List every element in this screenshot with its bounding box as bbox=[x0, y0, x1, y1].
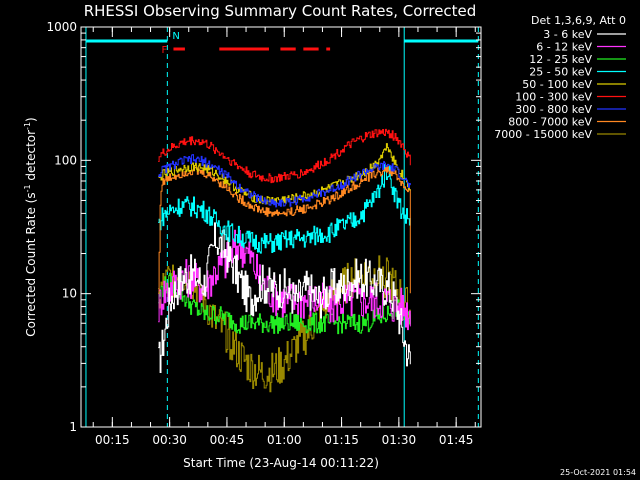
legend-entry-label: 50 - 100 keV bbox=[522, 78, 592, 91]
y-axis-label: Corrected Count Rate (s-1 detector-1) bbox=[23, 117, 38, 336]
y-tick-label: 100 bbox=[54, 153, 77, 167]
y-tick-label: 1000 bbox=[46, 20, 77, 34]
legend-entry-label: 12 - 25 keV bbox=[529, 53, 592, 66]
legend-entry-label: 3 - 6 keV bbox=[543, 28, 592, 41]
x-tick-label: 00:45 bbox=[210, 433, 245, 447]
y-axis-label-mid: detector bbox=[24, 130, 38, 185]
series-line bbox=[158, 272, 411, 335]
series-line bbox=[158, 165, 411, 294]
series-line bbox=[158, 229, 411, 331]
y-axis-label-sup1: -1 bbox=[23, 184, 32, 192]
legend-entry-label: 300 - 800 keV bbox=[515, 103, 592, 116]
series-line bbox=[158, 128, 411, 184]
x-tick-label: 01:15 bbox=[324, 433, 359, 447]
y-axis-label-start: Corrected Count Rate (s bbox=[24, 192, 38, 336]
series-line bbox=[158, 154, 411, 208]
legend-entry-label: 7000 - 15000 keV bbox=[494, 128, 592, 141]
y-axis-label-sup2: -1 bbox=[23, 122, 32, 130]
night-flag-label: N bbox=[172, 31, 179, 42]
x-tick-label: 01:00 bbox=[267, 433, 302, 447]
flare-flag-label: F bbox=[161, 45, 167, 56]
y-axis-label-end: ) bbox=[24, 117, 38, 122]
legend-entry-label: 800 - 7000 keV bbox=[508, 116, 592, 129]
chart-title: RHESSI Observing Summary Count Rates, Co… bbox=[84, 2, 477, 20]
timestamp: 25-Oct-2021 01:54 bbox=[560, 468, 636, 477]
y-axis: 1 10 100 1000 bbox=[46, 20, 481, 434]
legend-entry-label: 6 - 12 keV bbox=[536, 41, 592, 54]
y-tick-label: 1 bbox=[69, 420, 77, 434]
series-lines bbox=[158, 128, 411, 393]
x-tick-label: 00:15 bbox=[95, 433, 130, 447]
night-flags: N bbox=[85, 27, 479, 427]
x-axis-label: Start Time (23-Aug-14 00:11:22) bbox=[183, 456, 379, 470]
y-tick-label: 10 bbox=[62, 287, 77, 301]
x-axis: 00:15 00:30 00:45 01:00 01:15 01:30 01:45 bbox=[92, 27, 476, 447]
legend-title: Det 1,3,6,9, Att 0 bbox=[531, 14, 626, 27]
legend-entry-label: 100 - 300 keV bbox=[515, 91, 592, 104]
x-tick-label: 01:45 bbox=[439, 433, 474, 447]
x-tick-label: 01:30 bbox=[382, 433, 417, 447]
series-line bbox=[158, 222, 411, 373]
series-line bbox=[158, 164, 411, 254]
flare-flags: F bbox=[161, 45, 331, 56]
x-tick-label: 00:30 bbox=[152, 433, 187, 447]
plot-frame bbox=[80, 26, 482, 428]
legend-entry-label: 25 - 50 keV bbox=[529, 66, 592, 79]
